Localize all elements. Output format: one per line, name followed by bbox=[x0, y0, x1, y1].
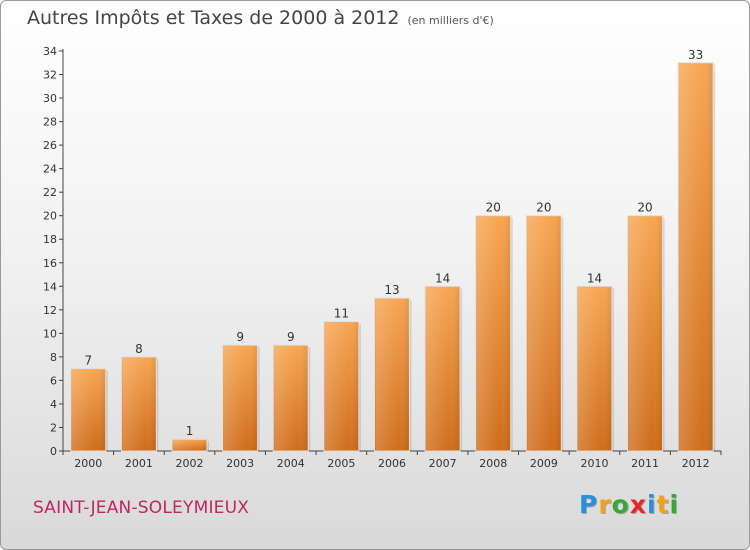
x-tick-label: 2000 bbox=[74, 457, 102, 470]
bar-highlight bbox=[223, 346, 257, 450]
bar-highlight bbox=[274, 346, 308, 450]
x-tick-label: 2001 bbox=[125, 457, 153, 470]
y-tick-label: 22 bbox=[43, 186, 57, 199]
logo-letter: i bbox=[669, 490, 680, 519]
y-tick-label: 24 bbox=[43, 163, 57, 176]
data-label: 14 bbox=[435, 271, 450, 285]
x-tick-label: 2010 bbox=[580, 457, 608, 470]
logo-letter: r bbox=[598, 490, 612, 519]
data-label: 20 bbox=[486, 201, 501, 215]
y-tick-label: 18 bbox=[43, 233, 57, 246]
y-tick-label: 16 bbox=[43, 257, 57, 270]
x-tick-label: 2002 bbox=[176, 457, 204, 470]
bar-highlight bbox=[375, 299, 409, 450]
commune-name: SAINT-JEAN-SOLEYMIEUX bbox=[33, 498, 250, 518]
bar-highlight bbox=[122, 357, 156, 450]
data-label: 9 bbox=[236, 330, 244, 344]
y-tick-label: 12 bbox=[43, 304, 57, 317]
data-label: 33 bbox=[688, 48, 703, 62]
logo-letter: i bbox=[647, 490, 657, 519]
bar-highlight bbox=[628, 216, 662, 450]
y-tick-label: 28 bbox=[43, 116, 57, 129]
x-tick-label: 2011 bbox=[631, 457, 659, 470]
bar-highlight bbox=[476, 216, 510, 450]
data-label: 1 bbox=[186, 424, 194, 438]
y-tick-label: 14 bbox=[43, 280, 57, 293]
data-label: 9 bbox=[287, 330, 295, 344]
y-tick-label: 0 bbox=[50, 445, 57, 458]
data-label: 13 bbox=[384, 283, 399, 297]
data-label: 14 bbox=[587, 271, 602, 285]
bar-highlight bbox=[173, 440, 207, 450]
x-tick-label: 2003 bbox=[226, 457, 254, 470]
chart-subtitle: (en milliers d'€) bbox=[407, 14, 494, 27]
logo-letter: x bbox=[629, 490, 647, 519]
x-tick-label: 2004 bbox=[277, 457, 305, 470]
proxiti-logo: Proxiti bbox=[579, 490, 679, 519]
x-tick-label: 2005 bbox=[327, 457, 355, 470]
bar-highlight bbox=[679, 63, 713, 450]
y-tick-label: 30 bbox=[43, 92, 57, 105]
bar-highlight bbox=[527, 216, 561, 450]
y-tick-label: 8 bbox=[50, 351, 57, 364]
data-label: 20 bbox=[637, 201, 652, 215]
data-label: 8 bbox=[135, 342, 143, 356]
data-label: 11 bbox=[334, 307, 349, 321]
x-tick-label: 2009 bbox=[530, 457, 558, 470]
y-tick-label: 20 bbox=[43, 210, 57, 223]
chart-title: Autres Impôts et Taxes de 2000 à 2012 (en… bbox=[27, 7, 494, 29]
bar-highlight bbox=[71, 369, 105, 450]
bars: 7 8 1 9 9 11 13 14 20 20 14 20 33 bbox=[70, 48, 716, 452]
bar-highlight bbox=[577, 287, 611, 450]
data-label: 20 bbox=[536, 201, 551, 215]
chart-title-text: Autres Impôts et Taxes de 2000 à 2012 bbox=[27, 7, 400, 29]
y-tick-label: 2 bbox=[50, 421, 57, 434]
bar-highlight bbox=[324, 322, 358, 450]
y-tick-label: 32 bbox=[43, 69, 57, 82]
x-tick-label: 2006 bbox=[378, 457, 406, 470]
logo-letter: o bbox=[611, 490, 630, 519]
logo-letter: P bbox=[579, 490, 599, 519]
y-tick-label: 4 bbox=[50, 398, 57, 411]
x-tick-label: 2012 bbox=[682, 457, 710, 470]
x-axis: 2000 2001 2002 2003 2004 2005 2006 2007 2008 2009… bbox=[62, 450, 722, 470]
y-tick-label: 6 bbox=[50, 374, 57, 387]
x-tick-label: 2007 bbox=[429, 457, 457, 470]
bar-highlight bbox=[426, 287, 460, 450]
y-tick-label: 26 bbox=[43, 139, 57, 152]
y-tick-label: 34 bbox=[43, 45, 57, 58]
data-label: 7 bbox=[84, 354, 92, 368]
logo-letter: t bbox=[656, 490, 670, 519]
x-tick-label: 2008 bbox=[479, 457, 507, 470]
y-tick-label: 10 bbox=[43, 327, 57, 340]
